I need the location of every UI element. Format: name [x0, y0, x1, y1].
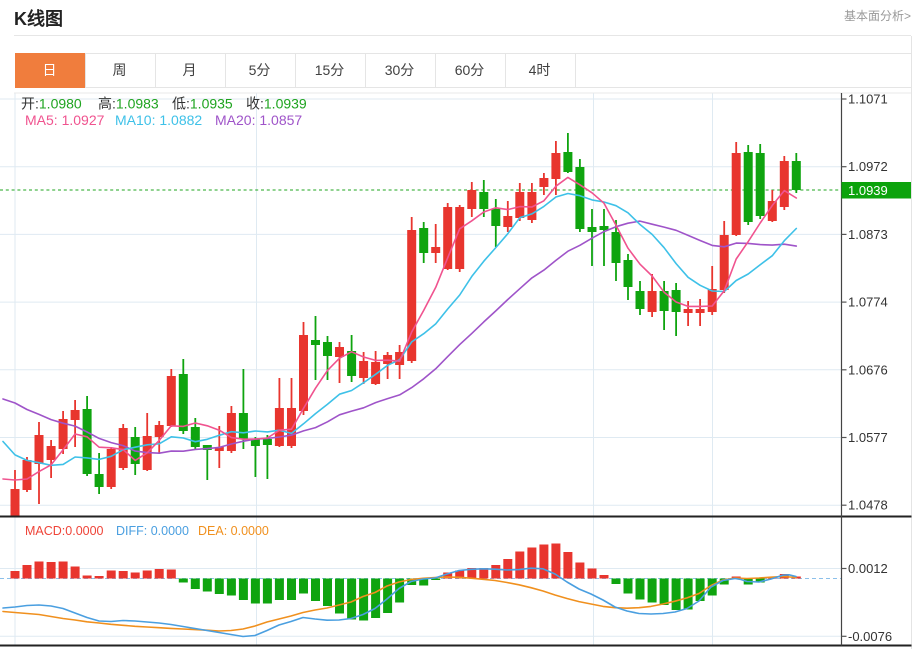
svg-text:1.0972: 1.0972	[848, 159, 888, 174]
svg-text:0.0012: 0.0012	[848, 561, 888, 576]
svg-text:-0.0076: -0.0076	[848, 629, 892, 644]
svg-text:低:1.0935: 低:1.0935	[172, 96, 233, 112]
svg-text:MA10: 1.0882: MA10: 1.0882	[115, 112, 202, 128]
svg-text:高:1.0983: 高:1.0983	[98, 96, 159, 112]
svg-text:MA5: 1.0927: MA5: 1.0927	[25, 112, 105, 128]
svg-text:收:1.0939: 收:1.0939	[246, 96, 307, 112]
svg-text:1.0577: 1.0577	[848, 430, 888, 445]
svg-text:MA20: 1.0857: MA20: 1.0857	[215, 112, 302, 128]
svg-text:1.0774: 1.0774	[848, 295, 888, 310]
svg-text:DEA: 0.0000: DEA: 0.0000	[198, 524, 269, 538]
svg-text:DIFF: 0.0000: DIFF: 0.0000	[116, 524, 189, 538]
svg-text:开:1.0980: 开:1.0980	[21, 96, 82, 112]
svg-text:1.1071: 1.1071	[848, 92, 888, 107]
svg-text:1.0873: 1.0873	[848, 227, 888, 242]
svg-text:1.0478: 1.0478	[848, 498, 888, 513]
svg-text:1.0939: 1.0939	[848, 183, 888, 198]
svg-text:MACD:0.0000: MACD:0.0000	[25, 524, 104, 538]
svg-text:1.0676: 1.0676	[848, 362, 888, 377]
